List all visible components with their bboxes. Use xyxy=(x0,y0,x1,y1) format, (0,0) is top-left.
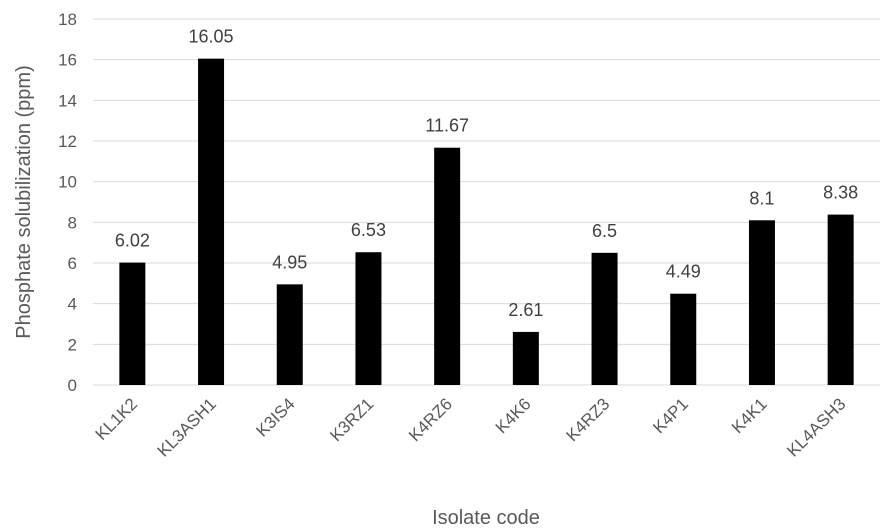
y-tick-label-7: 14 xyxy=(58,91,77,110)
y-tick-label-3: 6 xyxy=(68,254,77,273)
bar-K4RZ3 xyxy=(591,252,618,385)
x-tick-label-K4RZ3: K4RZ3 xyxy=(563,394,614,445)
y-tick-label-1: 2 xyxy=(68,335,77,354)
data-label-KL4ASH3: 8.38 xyxy=(823,183,858,203)
data-label-K4RZ3: 6.5 xyxy=(592,221,617,241)
data-label-KL3ASH1: 16.05 xyxy=(189,27,234,47)
x-tick-label-KL3ASH1: KL3ASH1 xyxy=(154,394,220,460)
y-axis-title: Phosphate solubilization (ppm) xyxy=(13,65,35,339)
bar-K4P1 xyxy=(670,293,697,385)
x-tick-label-K4K1: K4K1 xyxy=(728,394,771,437)
x-tick-label-K4K6: K4K6 xyxy=(492,394,535,437)
y-tick-label-0: 0 xyxy=(68,376,77,395)
bar-K3IS4 xyxy=(276,284,303,385)
x-tick-label-KL1K2: KL1K2 xyxy=(92,394,142,444)
data-label-K4P1: 4.49 xyxy=(666,262,701,282)
y-tick-label-9: 18 xyxy=(58,10,77,29)
y-tick-label-2: 4 xyxy=(68,295,77,314)
x-axis-title: Isolate code xyxy=(432,507,540,529)
y-tick-labels: 0 2 4 6 8 10 12 14 16 18 xyxy=(58,10,77,395)
bar-KL4ASH3 xyxy=(827,214,854,385)
bars xyxy=(119,58,854,386)
x-tick-label-K3RZ1: K3RZ1 xyxy=(326,394,377,445)
data-label-K3IS4: 4.95 xyxy=(272,252,307,272)
bar-K3RZ1 xyxy=(355,252,382,385)
data-label-K3RZ1: 6.53 xyxy=(351,220,386,240)
data-label-K4K1: 8.1 xyxy=(749,188,774,208)
x-tick-label-K3IS4: K3IS4 xyxy=(252,394,298,440)
gridlines xyxy=(93,18,880,386)
x-tick-labels: KL1K2 KL3ASH1 K3IS4 K3RZ1 K4RZ6 K4K6 K4RZ3 K4P1… xyxy=(92,394,850,460)
y-tick-label-4: 8 xyxy=(68,213,77,232)
data-labels: 6.02 16.05 4.95 6.53 11.67 2.61 6.5 4.49 8.1 8.38 xyxy=(115,27,858,320)
bar-K4RZ6 xyxy=(434,147,461,385)
data-label-K4K6: 2.61 xyxy=(508,300,543,320)
bar-KL1K2 xyxy=(119,262,146,385)
x-tick-label-K4RZ6: K4RZ6 xyxy=(405,394,456,445)
bar-KL3ASH1 xyxy=(198,58,225,386)
y-tick-label-6: 12 xyxy=(58,132,77,151)
data-label-KL1K2: 6.02 xyxy=(115,231,150,251)
y-tick-label-5: 10 xyxy=(58,173,77,192)
bar-K4K6 xyxy=(512,331,539,385)
bar-K4K1 xyxy=(748,220,775,385)
y-tick-label-8: 16 xyxy=(58,51,77,70)
x-tick-label-KL4ASH3: KL4ASH3 xyxy=(783,394,849,460)
data-label-K4RZ6: 11.67 xyxy=(425,116,469,136)
x-tick-label-K4P1: K4P1 xyxy=(649,394,692,437)
